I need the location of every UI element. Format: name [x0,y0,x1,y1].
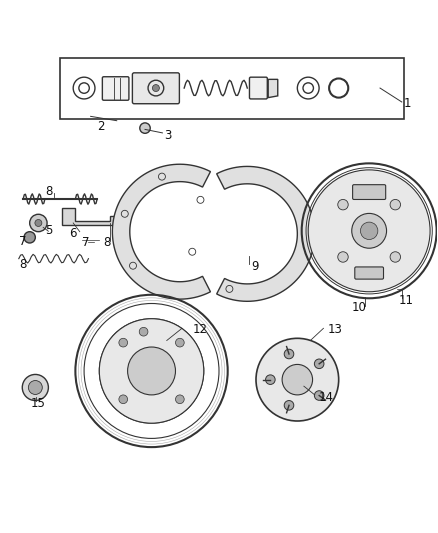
Text: 2: 2 [97,120,105,133]
Circle shape [99,319,204,423]
Text: 8: 8 [45,185,52,198]
Circle shape [390,199,400,210]
FancyBboxPatch shape [353,184,386,199]
Text: 12: 12 [193,323,208,336]
Text: 6: 6 [69,228,76,240]
Text: 14: 14 [319,391,334,403]
Polygon shape [62,208,123,225]
Circle shape [139,327,148,336]
Circle shape [338,252,348,262]
Circle shape [282,365,313,395]
Circle shape [152,85,159,92]
Text: 8: 8 [104,237,111,249]
Circle shape [284,349,294,359]
Circle shape [256,338,339,421]
Text: 3: 3 [165,130,172,142]
Polygon shape [113,164,210,299]
Circle shape [360,222,378,239]
Circle shape [127,347,176,395]
Circle shape [314,359,324,369]
Text: 8: 8 [19,259,26,271]
Circle shape [390,252,400,262]
FancyBboxPatch shape [132,73,180,104]
Text: 10: 10 [352,301,367,314]
Text: 13: 13 [328,323,343,336]
Circle shape [119,338,127,347]
FancyBboxPatch shape [102,77,129,100]
Text: 5: 5 [45,224,52,237]
Circle shape [314,391,324,400]
Text: 7: 7 [19,235,26,248]
Circle shape [28,381,42,394]
Circle shape [119,395,127,403]
Polygon shape [268,79,278,98]
Circle shape [140,123,150,133]
Circle shape [24,232,35,243]
Circle shape [30,214,47,232]
Circle shape [338,199,348,210]
Circle shape [176,338,184,347]
FancyBboxPatch shape [60,58,404,118]
Polygon shape [217,166,315,301]
Circle shape [308,170,430,292]
Text: 9: 9 [252,260,259,273]
Circle shape [22,375,48,400]
Text: 11: 11 [398,294,413,307]
Circle shape [265,375,275,384]
Text: 1: 1 [404,97,411,110]
FancyBboxPatch shape [355,267,384,279]
FancyBboxPatch shape [250,77,267,99]
Circle shape [35,220,42,227]
Circle shape [352,213,387,248]
Circle shape [176,395,184,403]
Text: 7: 7 [82,237,89,249]
Text: 15: 15 [31,397,46,410]
Circle shape [284,400,294,410]
